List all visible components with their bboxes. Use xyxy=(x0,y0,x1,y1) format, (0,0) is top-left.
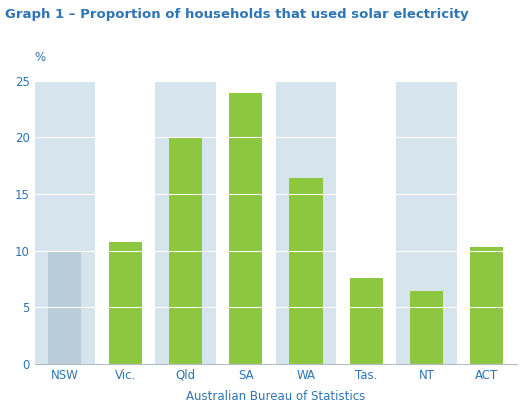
Text: Graph 1 – Proportion of households that used solar electricity: Graph 1 – Proportion of households that … xyxy=(5,8,469,21)
Bar xyxy=(215,81,276,364)
Bar xyxy=(229,93,262,364)
X-axis label: Australian Bureau of Statistics: Australian Bureau of Statistics xyxy=(186,390,365,403)
Bar xyxy=(169,138,202,364)
Bar xyxy=(276,81,336,364)
Bar xyxy=(336,81,396,364)
Bar xyxy=(396,81,456,364)
Bar xyxy=(95,81,155,364)
Bar xyxy=(470,247,503,364)
Bar xyxy=(289,178,322,364)
Bar xyxy=(109,242,142,364)
Bar xyxy=(48,252,81,364)
Bar xyxy=(350,278,383,364)
Text: %: % xyxy=(35,51,46,64)
Bar xyxy=(410,291,443,364)
Bar xyxy=(35,81,95,364)
Bar xyxy=(155,81,215,364)
Bar xyxy=(456,81,517,364)
